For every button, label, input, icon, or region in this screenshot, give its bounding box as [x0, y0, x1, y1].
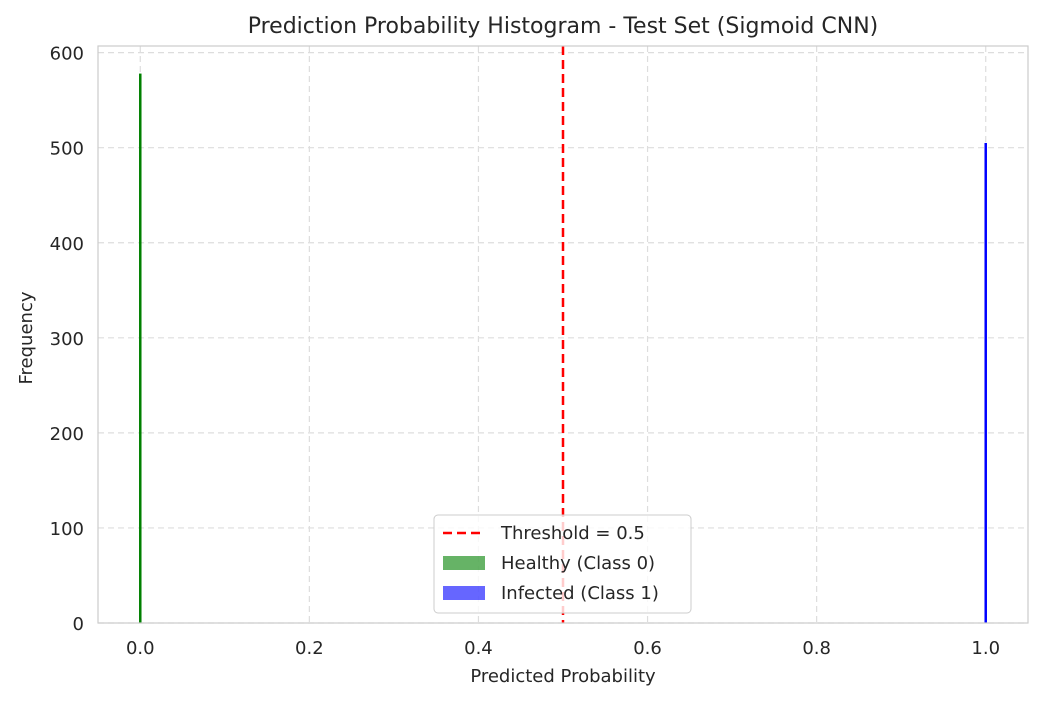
y-tick-label-6: 600 — [50, 44, 84, 65]
legend-threshold-label: Threshold = 0.5 — [500, 523, 645, 544]
chart-title: Prediction Probability Histogram - Test … — [248, 14, 879, 39]
legend-healthy-swatch — [443, 556, 485, 570]
plot-frame — [97, 45, 1029, 624]
x-tick-label-5: 1.0 — [971, 638, 1000, 659]
x-axis-ticks: 0.0 0.2 0.4 0.6 0.8 1.0 — [126, 638, 1000, 659]
y-tick-label-0: 0 — [73, 614, 84, 635]
y-tick-label-1: 100 — [50, 519, 84, 540]
legend-infected-label: Infected (Class 1) — [501, 583, 659, 604]
x-tick-label-0: 0.0 — [126, 638, 155, 659]
x-tick-label-4: 0.8 — [802, 638, 831, 659]
legend: Threshold = 0.5 Healthy (Class 0) Infect… — [433, 514, 692, 614]
x-tick-label-2: 0.4 — [464, 638, 493, 659]
legend-box — [433, 514, 692, 614]
y-tick-label-3: 300 — [50, 329, 84, 350]
histogram-bars — [139, 73, 987, 624]
x-tick-label-1: 0.2 — [295, 638, 324, 659]
bar-series-1-0 — [984, 142, 987, 624]
y-tick-label-4: 400 — [50, 234, 84, 255]
y-tick-label-5: 500 — [50, 139, 84, 160]
y-tick-label-2: 200 — [50, 424, 84, 445]
y-axis-ticks: 0 100 200 300 400 500 600 — [50, 44, 84, 635]
x-axis-label: Predicted Probability — [470, 666, 656, 687]
x-tick-label-3: 0.6 — [633, 638, 662, 659]
legend-healthy-label: Healthy (Class 0) — [501, 553, 655, 574]
y-axis-label: Frequency — [16, 291, 37, 384]
legend-infected-swatch — [443, 586, 485, 600]
bar-series-0-0 — [139, 73, 142, 624]
